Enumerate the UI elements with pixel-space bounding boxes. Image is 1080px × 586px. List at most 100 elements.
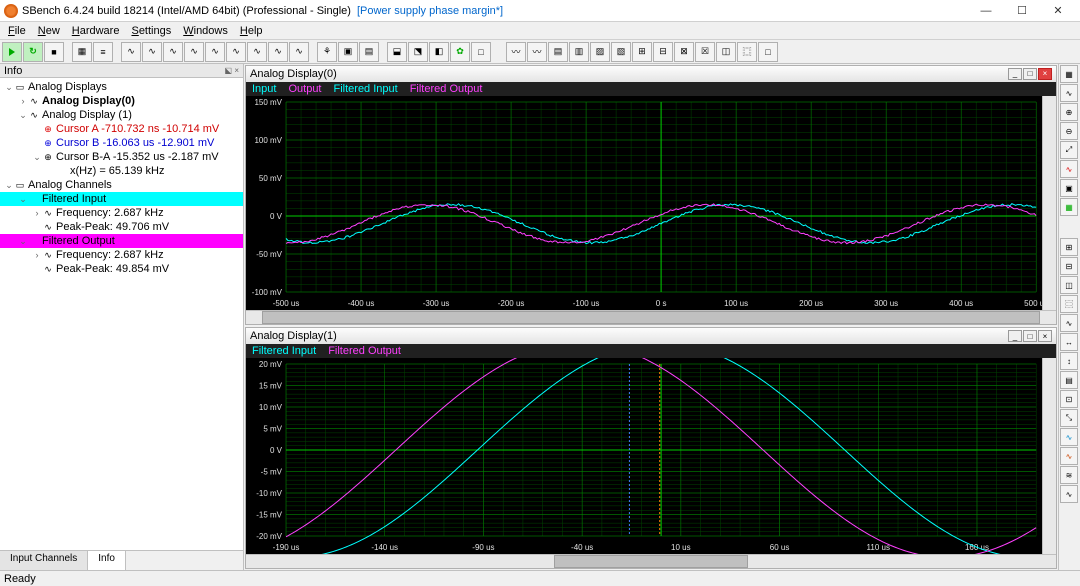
side-btn-2[interactable]: ∿ xyxy=(1060,84,1078,102)
side-btn-8[interactable]: ▦ xyxy=(1060,198,1078,216)
side-btn-20[interactable]: ∿ xyxy=(1060,447,1078,465)
menu-file[interactable]: File xyxy=(2,25,32,37)
display1-min-button[interactable]: _ xyxy=(1008,330,1022,342)
play-button[interactable] xyxy=(2,42,22,62)
close-button[interactable]: ✕ xyxy=(1040,1,1076,21)
tb-wave7-icon[interactable]: ∿ xyxy=(247,42,267,62)
menu-settings[interactable]: Settings xyxy=(125,25,177,37)
side-btn-11[interactable]: ◫ xyxy=(1060,276,1078,294)
display0-max-button[interactable]: □ xyxy=(1023,68,1037,80)
side-btn-4[interactable]: ⊖ xyxy=(1060,122,1078,140)
display0-hscroll[interactable] xyxy=(246,310,1056,324)
svg-text:-15 mV: -15 mV xyxy=(256,511,282,520)
svg-text:300 us: 300 us xyxy=(874,299,898,308)
tb-hw3-icon[interactable]: ⬔ xyxy=(408,42,428,62)
tb-disp5-icon[interactable]: ▨ xyxy=(590,42,610,62)
tab-input-channels[interactable]: Input Channels xyxy=(0,551,88,570)
tb-disp7-icon[interactable]: ⊞ xyxy=(632,42,652,62)
tb-disp3-icon[interactable]: ▤ xyxy=(548,42,568,62)
tb-hgrid-icon[interactable]: ≡ xyxy=(93,42,113,62)
display0-vscroll[interactable] xyxy=(1042,96,1056,310)
tb-wave2-icon[interactable]: ∿ xyxy=(142,42,162,62)
tree-filtered-output[interactable]: ⌄Filtered Output xyxy=(0,234,243,248)
display0-min-button[interactable]: _ xyxy=(1008,68,1022,80)
tb-wave5-icon[interactable]: ∿ xyxy=(205,42,225,62)
tb-wave9-icon[interactable]: ∿ xyxy=(289,42,309,62)
tb-disp6-icon[interactable]: ▧ xyxy=(611,42,631,62)
loop-button[interactable]: ↻ xyxy=(23,42,43,62)
tb-gear-icon[interactable]: ✿ xyxy=(450,42,470,62)
menu-hardware[interactable]: Hardware xyxy=(66,25,126,37)
tb-wave8-icon[interactable]: ∿ xyxy=(268,42,288,62)
minimize-button[interactable]: — xyxy=(968,1,1004,21)
tb-disp10-icon[interactable]: ☒ xyxy=(695,42,715,62)
tb-hw2-icon[interactable]: ⬓ xyxy=(387,42,407,62)
tb-disp12-icon[interactable]: ⿴ xyxy=(737,42,757,62)
side-btn-6[interactable]: ∿ xyxy=(1060,160,1078,178)
side-btn-9[interactable]: ⊞ xyxy=(1060,238,1078,256)
tb-cfg2-icon[interactable]: ▤ xyxy=(359,42,379,62)
info-panel-pin-icon[interactable]: ⬕ × xyxy=(225,66,239,75)
maximize-button[interactable]: ☐ xyxy=(1004,1,1040,21)
side-btn-22[interactable]: ∿ xyxy=(1060,485,1078,503)
side-btn-17[interactable]: ⊡ xyxy=(1060,390,1078,408)
tree-cursor-b[interactable]: ⊕Cursor B -16.063 us -12.901 mV xyxy=(0,136,243,150)
display1-plot[interactable]: -190 us-140 us-90 us-40 us10 us60 us110 … xyxy=(246,358,1056,554)
side-btn-3[interactable]: ⊕ xyxy=(1060,103,1078,121)
tree-analog-displays[interactable]: ⌄▭Analog Displays xyxy=(0,80,243,94)
display1-vscroll[interactable] xyxy=(1042,358,1056,554)
tree-fi-pp: ∿Peak-Peak: 49.706 mV xyxy=(0,220,243,234)
tree-filtered-input[interactable]: ⌄Filtered Input xyxy=(0,192,243,206)
side-btn-16[interactable]: ▤ xyxy=(1060,371,1078,389)
tb-wave6-icon[interactable]: ∿ xyxy=(226,42,246,62)
svg-text:0 V: 0 V xyxy=(270,446,283,455)
side-btn-18[interactable]: ⤡ xyxy=(1060,409,1078,427)
tb-disp8-icon[interactable]: ⊟ xyxy=(653,42,673,62)
tree-analog-display1[interactable]: ⌄∿Analog Display (1) xyxy=(0,108,243,122)
tab-info[interactable]: Info xyxy=(88,551,126,570)
side-btn-13[interactable]: ∿ xyxy=(1060,314,1078,332)
display1-max-button[interactable]: □ xyxy=(1023,330,1037,342)
side-btn-19[interactable]: ∿ xyxy=(1060,428,1078,446)
side-toolbar: ▦ ∿ ⊕ ⊖ ⤢ ∿ ▣ ▦ ⊞ ⊟ ◫ ⿳ ∿ ↔ ↕ ▤ ⊡ ⤡ ∿ ∿ … xyxy=(1058,64,1080,570)
tb-disp1-icon[interactable]: 〰 xyxy=(506,42,526,62)
tb-wave1-icon[interactable]: ∿ xyxy=(121,42,141,62)
tree-cursor-ba[interactable]: ⌄⊕Cursor B-A -15.352 us -2.187 mV xyxy=(0,150,243,164)
display0-close-button[interactable]: × xyxy=(1038,68,1052,80)
side-btn-10[interactable]: ⊟ xyxy=(1060,257,1078,275)
stop-button[interactable]: ■ xyxy=(44,42,64,62)
tb-wave3-icon[interactable]: ∿ xyxy=(163,42,183,62)
tb-new-icon[interactable]: □ xyxy=(471,42,491,62)
side-btn-7[interactable]: ▣ xyxy=(1060,179,1078,197)
svg-text:-100 us: -100 us xyxy=(573,299,600,308)
menu-windows[interactable]: Windows xyxy=(177,25,234,37)
main-toolbar: ↻ ■ ▦ ≡ ∿ ∿ ∿ ∿ ∿ ∿ ∿ ∿ ∿ ⚘ ▣ ▤ ⬓ ⬔ ◧ ✿ … xyxy=(0,40,1080,64)
tb-grid-icon[interactable]: ▦ xyxy=(72,42,92,62)
side-btn-12[interactable]: ⿳ xyxy=(1060,295,1078,313)
tree-analog-display0[interactable]: ›∿Analog Display(0) xyxy=(0,94,243,108)
tb-wave4-icon[interactable]: ∿ xyxy=(184,42,204,62)
info-panel: Info ⬕ × ⌄▭Analog Displays ›∿Analog Disp… xyxy=(0,64,244,570)
tree-analog-channels[interactable]: ⌄▭Analog Channels xyxy=(0,178,243,192)
svg-text:110 us: 110 us xyxy=(867,543,890,552)
display1-hscroll[interactable] xyxy=(246,554,1056,568)
tb-cfg1-icon[interactable]: ▣ xyxy=(338,42,358,62)
tb-disp13-icon[interactable]: □ xyxy=(758,42,778,62)
menu-new[interactable]: New xyxy=(32,25,66,37)
menu-help[interactable]: Help xyxy=(234,25,269,37)
side-btn-14[interactable]: ↔ xyxy=(1060,333,1078,351)
tb-hw4-icon[interactable]: ◧ xyxy=(429,42,449,62)
tb-disp9-icon[interactable]: ⊠ xyxy=(674,42,694,62)
side-btn-21[interactable]: ≋ xyxy=(1060,466,1078,484)
tb-disp2-icon[interactable]: 〰 xyxy=(527,42,547,62)
display1-close-button[interactable]: × xyxy=(1038,330,1052,342)
svg-text:0 V: 0 V xyxy=(270,212,283,221)
tb-disp4-icon[interactable]: ▥ xyxy=(569,42,589,62)
tb-disp11-icon[interactable]: ◫ xyxy=(716,42,736,62)
side-btn-15[interactable]: ↕ xyxy=(1060,352,1078,370)
tb-hw-icon[interactable]: ⚘ xyxy=(317,42,337,62)
display0-plot[interactable]: -500 us-400 us-300 us-200 us-100 us0 s10… xyxy=(246,96,1056,310)
side-btn-1[interactable]: ▦ xyxy=(1060,65,1078,83)
tree-cursor-a[interactable]: ⊕Cursor A -710.732 ns -10.714 mV xyxy=(0,122,243,136)
side-btn-5[interactable]: ⤢ xyxy=(1060,141,1078,159)
